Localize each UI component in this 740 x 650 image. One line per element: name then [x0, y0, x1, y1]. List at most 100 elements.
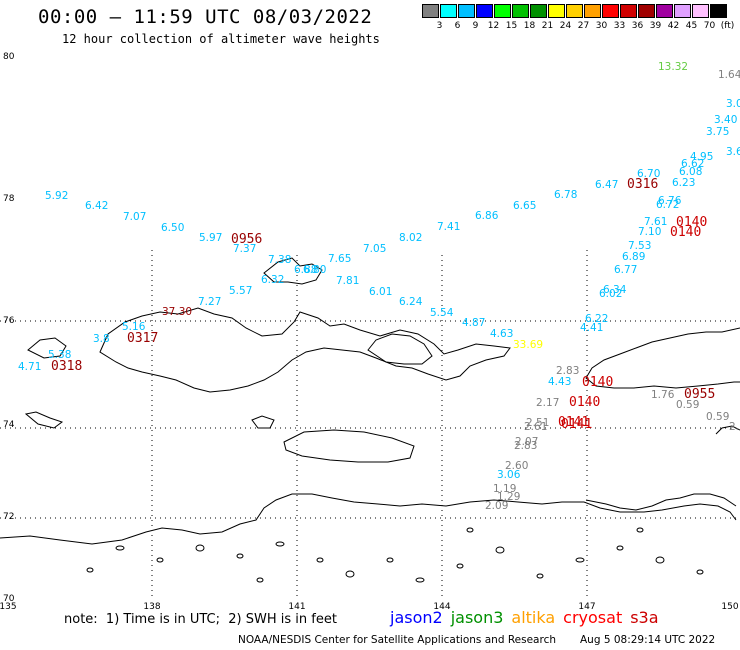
- satellite-jason2: jason2: [390, 608, 443, 627]
- scale-label: 27: [577, 21, 590, 31]
- coastline: [0, 257, 740, 545]
- wave-height-value: 6.42: [85, 200, 108, 212]
- wave-height-value: 4.63: [490, 328, 513, 340]
- pass-time-value: 0140: [670, 225, 701, 240]
- scale-swatch: [512, 4, 529, 18]
- scale-swatch: [620, 4, 637, 18]
- lake: [236, 553, 244, 559]
- map-title: 00:00 – 11:59 UTC 08/03/2022: [38, 6, 373, 28]
- lake: [616, 545, 624, 551]
- latitude-label: 80: [3, 52, 15, 62]
- pass-time-value: 0317: [127, 331, 158, 346]
- wave-height-value: 7.38: [268, 254, 291, 266]
- wave-height-value: 5.97: [199, 232, 222, 244]
- wave-height-value: 7.61: [644, 216, 667, 228]
- latitude-label: 76: [3, 316, 15, 326]
- scale-label: 42: [667, 21, 680, 31]
- wave-height-value: 7.65: [328, 253, 351, 265]
- wave-height-value: 4.95: [690, 151, 713, 163]
- scale-swatch: [440, 4, 457, 18]
- wave-height-value: 37.30: [162, 306, 192, 318]
- scale-label: 24: [559, 21, 572, 31]
- wave-height-value: 6.80: [303, 264, 326, 276]
- scale-label: (ft): [720, 21, 735, 31]
- wave-height-value: 5.92: [45, 190, 68, 202]
- latitude-label: 72: [3, 512, 14, 522]
- scale-swatch: [548, 4, 565, 18]
- scale-label: 30: [595, 21, 608, 31]
- wave-height-value: 2.51: [526, 417, 549, 429]
- east-headland-coast: [715, 425, 740, 435]
- wave-height-value: 4.71: [18, 361, 41, 373]
- wave-height-value: 7.37: [233, 243, 256, 255]
- wave-height-value: 6.01: [369, 286, 392, 298]
- longitude-label: 141: [288, 602, 305, 612]
- wave-height-value: 7.05: [363, 243, 386, 255]
- lake: [115, 545, 125, 551]
- satellite-s3a: s3a: [630, 608, 659, 627]
- wave-height-value: 7.81: [336, 275, 359, 287]
- pass-time-value: 0141: [558, 415, 589, 430]
- kotelny-island-coast: [99, 307, 511, 393]
- scale-label: 33: [613, 21, 626, 31]
- wave-height-value: 6.62: [681, 158, 704, 170]
- scale-swatch: [566, 4, 583, 18]
- wave-height-value: 0.59: [706, 411, 729, 423]
- lake: [466, 527, 474, 533]
- wave-height-value: 13.32: [658, 61, 688, 73]
- wave-height-value: 3.6: [726, 146, 740, 158]
- longitude-label: 144: [433, 602, 450, 612]
- lake: [195, 544, 205, 552]
- map-subtitle: 12 hour collection of altimeter wave hei…: [62, 32, 380, 46]
- wave-height-value: 4.41: [580, 322, 603, 334]
- wave-height-value: 6.86: [475, 210, 499, 222]
- scale-swatch: [422, 4, 439, 18]
- wave-height-value: 6.32: [261, 274, 284, 286]
- novaya-sibir-coast: [263, 257, 323, 285]
- wave-height-value: 6.34: [603, 284, 627, 296]
- latitude-label: 70: [3, 594, 15, 604]
- lake: [156, 557, 164, 563]
- longitude-label: 150: [721, 602, 738, 612]
- lake: [655, 556, 665, 564]
- lake: [275, 541, 285, 547]
- wave-height-value: 1.19: [493, 483, 516, 495]
- wave-height-value: 2.17: [536, 397, 559, 409]
- scale-swatch: [638, 4, 655, 18]
- wave-height-value: 6.76: [658, 195, 682, 207]
- graticule: [0, 250, 740, 600]
- wave-height-value: 6.50: [161, 222, 184, 234]
- lake: [456, 563, 464, 569]
- wave-height-value: 2.83: [556, 365, 579, 377]
- lake: [316, 557, 324, 563]
- longitude-label: 135: [0, 602, 17, 612]
- pass-time-value: 0316: [627, 177, 658, 192]
- wave-height-value: 2.07: [515, 436, 538, 448]
- small-island-west-coast: [27, 337, 67, 359]
- scale-label: 15: [505, 21, 518, 31]
- scale-label: 39: [649, 21, 662, 31]
- scale-swatch: [656, 4, 673, 18]
- footer-note: note: 1) Time is in UTC; 2) SWH is in fe…: [64, 612, 337, 627]
- pass-time-value: 0318: [51, 359, 82, 374]
- pass-time-value: 0140: [582, 375, 613, 390]
- wave-height-value: 8.02: [399, 232, 422, 244]
- southern-lake-coast: [585, 493, 737, 511]
- satellite-jason3: jason3: [450, 608, 504, 627]
- wave-height-value: 5.57: [229, 285, 252, 297]
- scale-label: 36: [631, 21, 644, 31]
- small-island-south-coast: [251, 415, 275, 429]
- scale-swatch: [458, 4, 475, 18]
- credit-organization: NOAA/NESDIS Center for Satellite Applica…: [238, 634, 556, 646]
- longitude-label: 138: [143, 602, 160, 612]
- scale-label: 9: [472, 21, 479, 31]
- wave-height-value: 6.47: [595, 179, 618, 191]
- satellite-legend: jason2 jason3 altika cryosat s3a: [390, 608, 667, 627]
- scale-swatch: [476, 4, 493, 18]
- scale-label: 45: [685, 21, 698, 31]
- wave-height-value: 2.61: [524, 421, 547, 433]
- wave-height-value: 1.76: [651, 389, 675, 401]
- wave-height-value: 2.: [729, 421, 739, 433]
- longitude-label: 147: [578, 602, 595, 612]
